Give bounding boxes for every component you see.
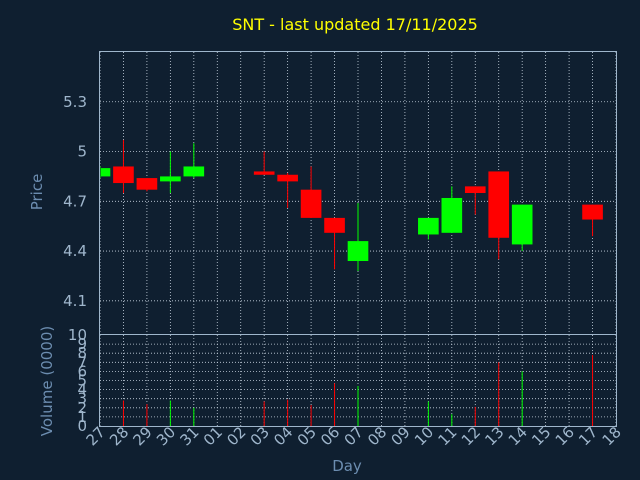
candle-body <box>347 241 369 262</box>
x-tick-label: 15 <box>528 423 554 449</box>
price-tick-label: 5 <box>77 143 87 161</box>
x-tick-label: 01 <box>200 423 226 449</box>
x-tick-label: 02 <box>223 423 249 449</box>
volume-tick-label: 4 <box>77 381 87 399</box>
x-tick-label: 08 <box>364 423 390 449</box>
x-tick-label: 07 <box>341 423 367 449</box>
volume-tick-label: 8 <box>77 344 87 362</box>
volume-tick-label: 6 <box>77 362 87 380</box>
volume-tick-label: 9 <box>77 335 87 353</box>
volume-tick-label: 10 <box>68 326 87 344</box>
candle-body <box>418 217 439 235</box>
candle-body <box>441 197 463 233</box>
volume-tick-label: 7 <box>77 353 87 371</box>
candle-body <box>113 166 134 184</box>
candle-body <box>160 176 181 182</box>
x-tick-label: 12 <box>458 423 484 449</box>
price-axis-label: Price <box>28 174 46 211</box>
candle-body <box>488 171 510 238</box>
price-tick-label: 4.4 <box>63 242 87 260</box>
x-tick-label: 13 <box>481 423 507 449</box>
candle-body <box>464 186 486 193</box>
candle-body <box>300 189 322 218</box>
x-tick-label: 10 <box>411 423 437 449</box>
x-tick-label: 05 <box>294 423 320 449</box>
x-tick-label: 29 <box>130 423 156 449</box>
price-tick-label: 4.1 <box>63 292 87 310</box>
candle-body <box>136 178 158 190</box>
tick-labels: 2728293031010203040506070809101112131415… <box>63 93 625 450</box>
candle-body <box>511 204 533 245</box>
x-tick-label: 18 <box>599 423 625 449</box>
volume-tick-label: 3 <box>77 390 87 408</box>
x-tick-label: 09 <box>388 423 414 449</box>
x-tick-label: 06 <box>317 423 343 449</box>
x-tick-label: 04 <box>270 423 296 449</box>
x-tick-label: 28 <box>106 423 132 449</box>
candle-body <box>582 204 603 220</box>
chart-marks <box>99 139 603 426</box>
candle-body <box>183 166 205 177</box>
volume-tick-label: 2 <box>77 399 87 417</box>
x-tick-label: 14 <box>505 423 531 449</box>
volume-tick-label: 5 <box>77 372 87 390</box>
x-tick-label: 17 <box>575 423 601 449</box>
candle-body <box>253 171 275 175</box>
x-tick-label: 30 <box>153 423 179 449</box>
candle-body <box>277 174 298 182</box>
volume-plot-frame <box>99 334 617 427</box>
volume-tick-label: 0 <box>77 417 87 435</box>
candle-body <box>101 168 111 177</box>
volume-tick-label: 1 <box>77 408 87 426</box>
candle-body <box>324 217 345 233</box>
x-tick-label: 16 <box>552 423 578 449</box>
price-tick-label: 4.7 <box>63 192 87 210</box>
chart-title: SNT - last updated 17/11/2025 <box>232 15 478 34</box>
price-tick-label: 5.3 <box>63 93 87 111</box>
x-tick-label: 11 <box>434 423 460 449</box>
x-tick-label: 03 <box>247 423 273 449</box>
volume-axis-label: Volume (0000) <box>38 326 56 436</box>
x-tick-label: 31 <box>176 423 202 449</box>
x-axis-label: Day <box>332 457 362 475</box>
